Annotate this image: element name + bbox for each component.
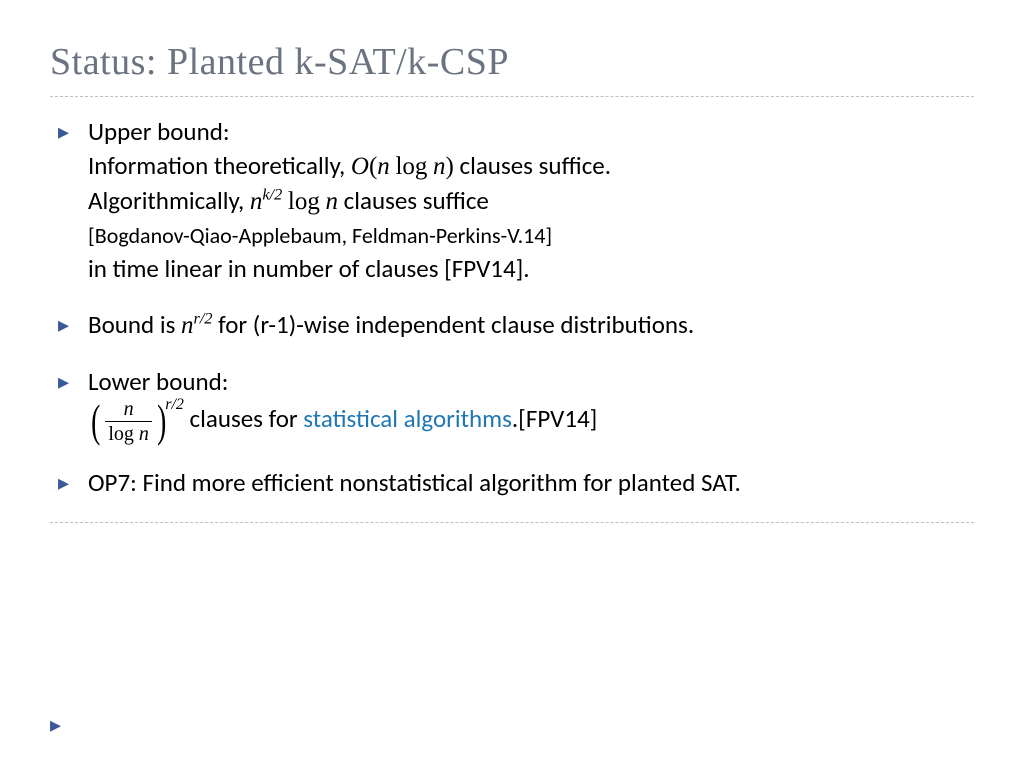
line-tail: in time linear in number of clauses [FPV… [88, 253, 530, 284]
bullet-upper-bound: Upper bound: Information theoretically, … [58, 115, 974, 286]
divider-top [50, 96, 974, 97]
link-statistical-algorithms[interactable]: statistical algorithms [303, 403, 512, 434]
citation-sub: [Bogdanov-Qiao-Applebaum, Feldman-Perkin… [88, 222, 552, 249]
line-info: Information theoretically, O(n log n) cl… [88, 150, 611, 181]
divider-bottom [50, 522, 974, 523]
bullet-lead: Upper bound: [88, 116, 230, 147]
bullet-bound-independent: Bound is nr/2 for (r-1)-wise independent… [58, 308, 974, 343]
fraction-expr: (nlog n)r/2 [88, 403, 190, 434]
slide-title: Status: Planted k-SAT/k-CSP [50, 40, 974, 84]
footer-decor-icon: ▸ [50, 711, 61, 738]
bullet-list: Upper bound: Information theoretically, … [50, 115, 974, 500]
bullet-lead: Lower bound: [88, 366, 228, 397]
line-algo: Algorithmically, nk/2 log n clauses suff… [88, 185, 489, 216]
bullet-op7: OP7: Find more efficient nonstatistical … [58, 466, 974, 500]
bullet-lower-bound: Lower bound: (nlog n)r/2 clauses for sta… [58, 365, 974, 445]
